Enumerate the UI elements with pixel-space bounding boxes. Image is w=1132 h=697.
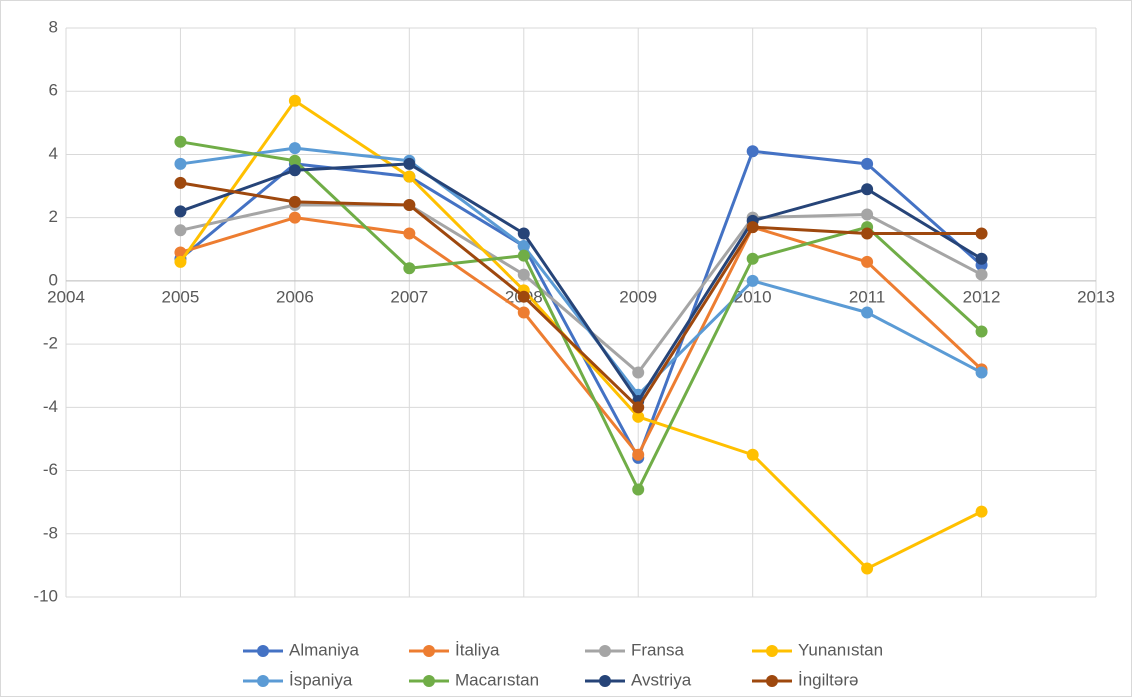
data-point <box>174 176 187 189</box>
data-point <box>975 325 988 338</box>
data-point <box>975 252 988 265</box>
y-tick-label: -8 <box>43 523 58 542</box>
data-point <box>632 483 645 496</box>
x-tick-label: 2007 <box>390 287 428 306</box>
y-tick-label: 2 <box>49 207 58 226</box>
data-point <box>403 262 416 275</box>
legend-marker <box>423 645 435 657</box>
data-point <box>746 274 759 287</box>
data-point <box>861 208 874 221</box>
series-line <box>180 146 983 397</box>
data-point <box>746 252 759 265</box>
data-point <box>517 227 530 240</box>
data-point <box>288 211 301 224</box>
data-point <box>746 448 759 461</box>
series-line <box>180 216 983 457</box>
y-tick-label: 4 <box>49 144 58 163</box>
x-tick-label: 2006 <box>276 287 314 306</box>
legend-marker <box>766 645 778 657</box>
legend-label: Avstriya <box>631 670 692 689</box>
legend-marker <box>599 675 611 687</box>
data-point <box>288 94 301 107</box>
data-point <box>632 448 645 461</box>
x-tick-label: 2010 <box>734 287 772 306</box>
data-point <box>861 157 874 170</box>
y-tick-label: -2 <box>43 334 58 353</box>
x-tick-label: 2009 <box>619 287 657 306</box>
data-point <box>288 164 301 177</box>
data-point <box>746 221 759 234</box>
data-point <box>632 410 645 423</box>
legend-label: İtaliya <box>455 640 500 659</box>
data-point <box>174 157 187 170</box>
data-point <box>517 249 530 262</box>
data-point <box>174 255 187 268</box>
legend-marker <box>423 675 435 687</box>
x-tick-label: 2012 <box>963 287 1001 306</box>
y-tick-label: -10 <box>33 586 58 605</box>
y-tick-label: -4 <box>43 397 58 416</box>
series-line <box>179 162 983 403</box>
legend-marker <box>257 675 269 687</box>
legend-label: İspaniya <box>289 670 353 689</box>
legend-marker <box>766 675 778 687</box>
data-point <box>975 366 988 379</box>
x-tick-label: 2005 <box>162 287 200 306</box>
data-point <box>403 199 416 212</box>
legend-label: Fransa <box>631 640 684 659</box>
x-tick-label: 2011 <box>849 287 886 306</box>
data-point <box>861 562 874 575</box>
series-line <box>180 203 983 375</box>
y-tick-label: 8 <box>49 17 58 36</box>
legend-label: Almaniya <box>289 640 359 659</box>
data-point <box>403 157 416 170</box>
data-point <box>517 306 530 319</box>
legend-label: Macarıstan <box>455 670 539 689</box>
data-point <box>632 401 645 414</box>
data-point <box>517 240 530 253</box>
data-point <box>861 306 874 319</box>
x-tick-label: 2004 <box>47 287 85 306</box>
data-point <box>403 170 416 183</box>
data-point <box>746 145 759 158</box>
data-point <box>288 154 301 167</box>
legend-label: İngiltərə <box>798 670 858 689</box>
data-point <box>861 227 874 240</box>
data-point <box>174 205 187 218</box>
y-tick-label: 0 <box>49 270 58 289</box>
data-point <box>174 135 187 148</box>
legend-marker <box>599 645 611 657</box>
data-point <box>174 224 187 237</box>
data-point <box>517 268 530 281</box>
data-point <box>975 227 988 240</box>
y-tick-label: 6 <box>49 81 58 100</box>
data-point <box>288 195 301 208</box>
data-point <box>975 505 988 518</box>
data-point <box>861 255 874 268</box>
legend-label: Yunanıstan <box>798 640 883 659</box>
y-tick-label: -6 <box>43 460 58 479</box>
series-line <box>180 181 982 409</box>
data-point <box>861 183 874 196</box>
data-point <box>403 227 416 240</box>
legend: Almaniya İtaliya Fransa Yunanıstan İspaniya M… <box>243 640 883 689</box>
x-tick-label: 2013 <box>1077 287 1115 306</box>
data-point <box>632 366 645 379</box>
legend-marker <box>257 645 269 657</box>
data-point <box>975 268 988 281</box>
data-point <box>517 290 530 303</box>
data-point <box>288 142 301 155</box>
